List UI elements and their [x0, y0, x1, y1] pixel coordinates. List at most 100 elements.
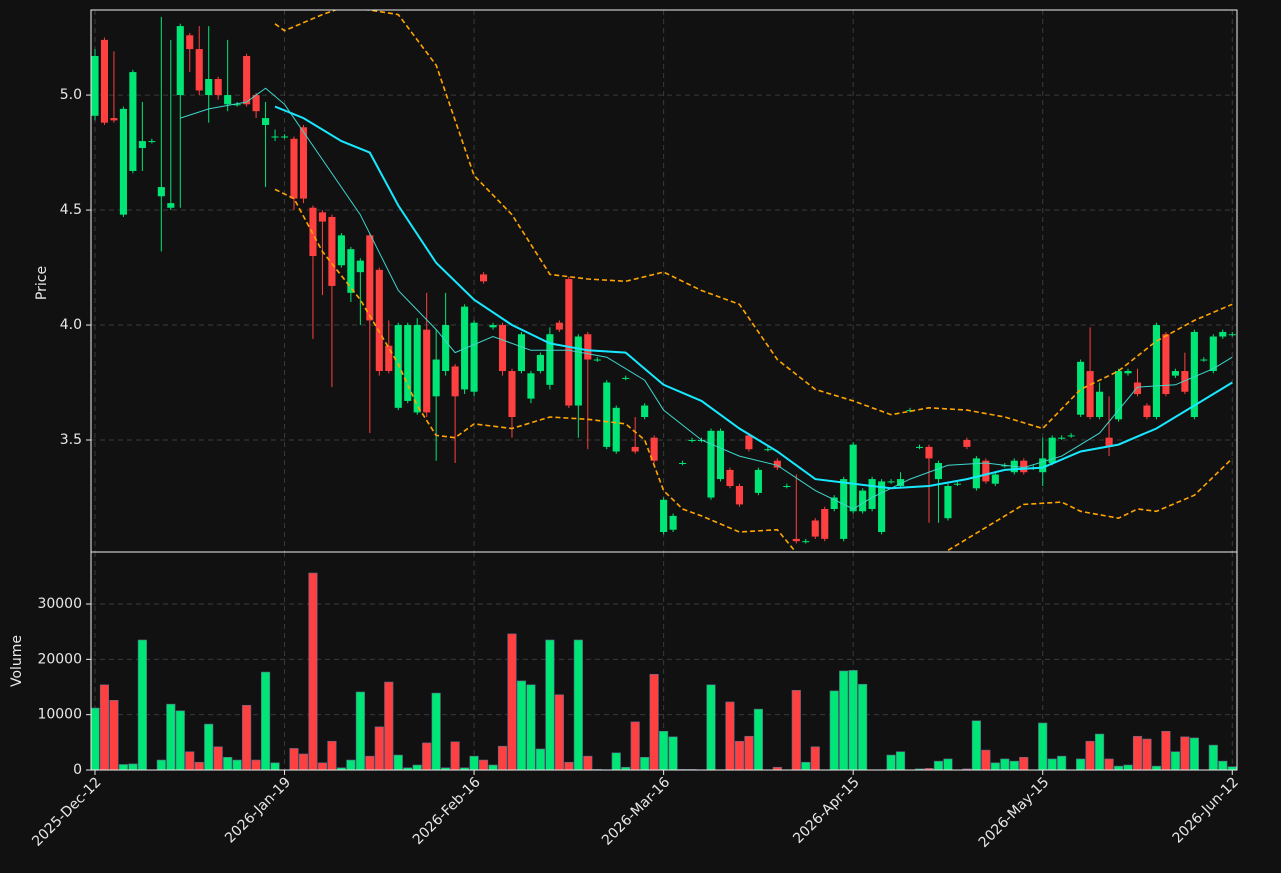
y-tick-label: 4.5: [60, 202, 82, 218]
candle-body: [688, 440, 696, 442]
candle-body: [423, 329, 431, 413]
volume-bar: [839, 670, 849, 770]
candle-body: [1181, 371, 1189, 392]
candle-body: [868, 479, 876, 509]
candle-body: [1209, 336, 1217, 372]
candle-body: [1124, 371, 1132, 374]
volume-bar: [346, 759, 356, 770]
candle-body: [546, 334, 554, 385]
volume-bar: [791, 690, 801, 770]
volume-panel: [91, 552, 1237, 770]
volume-bar: [289, 748, 299, 770]
volume-bar: [270, 762, 280, 770]
volume-bar: [355, 691, 365, 770]
candle-body: [716, 430, 725, 480]
volume-bar: [801, 761, 811, 770]
volume-tick-label: 20000: [37, 651, 82, 667]
candle-body: [1152, 325, 1160, 418]
candle-body: [385, 345, 393, 372]
volume-bar: [1000, 758, 1010, 770]
candle-body: [299, 127, 308, 199]
volume-bar: [630, 721, 640, 770]
volume-bar: [516, 680, 527, 770]
price-panel: [91, 10, 1237, 552]
candle-body: [1077, 361, 1085, 415]
volume-bar: [450, 741, 460, 770]
candle-body: [726, 469, 734, 487]
volume-bar: [317, 762, 328, 770]
volume-bar: [526, 684, 536, 770]
volume-bar: [981, 749, 991, 770]
x-tick-label: 2026-Apr-15: [790, 774, 863, 847]
volume-bar: [431, 692, 441, 770]
candle-body: [878, 481, 886, 532]
volume-bar: [403, 767, 413, 770]
y-tick-label: 3.5: [60, 432, 82, 448]
volume-bar: [659, 730, 669, 770]
candle-body: [679, 463, 687, 465]
candle-body: [735, 486, 743, 505]
volume-bar: [412, 764, 422, 770]
volume-bar: [422, 742, 432, 770]
candle-body: [574, 336, 582, 406]
candle-body: [167, 203, 175, 208]
volume-bar: [943, 758, 953, 770]
candle-body: [906, 410, 914, 412]
indicator-line: [274, 188, 1233, 552]
candle-body: [148, 141, 156, 143]
candle-body: [925, 446, 933, 459]
candle-body: [991, 474, 999, 484]
volume-bar: [175, 710, 185, 770]
y-tick-label: 4.0: [60, 317, 82, 333]
candle-body: [252, 95, 260, 112]
volume-tick-label: 0: [73, 762, 82, 778]
volume-bar: [469, 755, 479, 770]
candle-body: [356, 260, 364, 273]
volume-tick-label: 30000: [37, 596, 82, 612]
candle-body: [555, 322, 563, 330]
volume-bar: [251, 759, 261, 770]
volume-bar: [1142, 738, 1152, 770]
volume-bar: [374, 726, 384, 770]
volume-bar: [1104, 758, 1114, 770]
candle-body: [508, 371, 516, 418]
candle-body: [214, 78, 222, 96]
volume-bar: [1038, 722, 1048, 770]
x-tick-label: 2026-Jun-12: [1170, 774, 1242, 846]
volume-bar: [441, 767, 451, 770]
candle-body: [650, 437, 658, 461]
volume-bar: [535, 748, 545, 770]
indicator-line: [180, 87, 1233, 510]
candle-body: [1105, 437, 1113, 447]
candle-body: [337, 235, 345, 266]
volume-bar: [583, 755, 593, 770]
candle-body: [745, 435, 753, 450]
volume-bar: [895, 751, 906, 770]
candle-body: [432, 359, 440, 397]
y-axis-label: Price: [34, 266, 50, 300]
candle-body: [138, 141, 146, 148]
volume-bar: [640, 756, 650, 770]
candle-body: [404, 325, 412, 401]
candle-body: [328, 216, 336, 286]
volume-tick-label: 10000: [37, 707, 82, 723]
candle-body: [631, 446, 639, 452]
volume-bar: [649, 673, 659, 770]
candle-body: [318, 212, 326, 222]
volume-bar: [137, 639, 147, 770]
volume-bar: [1151, 765, 1162, 770]
volume-bar: [128, 763, 138, 770]
candle-body: [934, 463, 943, 480]
candle-body: [479, 274, 488, 282]
volume-bar: [261, 671, 271, 770]
volume-bar: [298, 753, 309, 770]
candle-body: [1219, 331, 1227, 337]
volume-bar: [118, 764, 128, 770]
candle-body: [1039, 458, 1047, 473]
volume-bar: [545, 639, 555, 770]
candle-body: [1096, 391, 1104, 418]
candle-body: [498, 325, 507, 372]
volume-bar: [393, 754, 403, 770]
candle-body: [280, 136, 289, 138]
candle-body: [1200, 359, 1208, 361]
